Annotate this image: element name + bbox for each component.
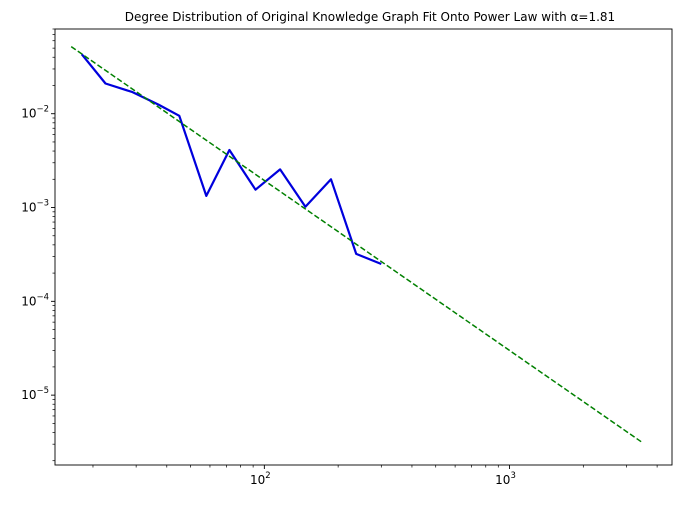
y-tick-label: 10−2 <box>21 105 49 121</box>
y-tick-label: 10−4 <box>21 292 49 308</box>
series-line-1 <box>80 53 382 266</box>
y-tick-label: 10−3 <box>21 199 49 215</box>
x-tick-label: 103 <box>495 471 516 487</box>
chart-title: Degree Distribution of Original Knowledg… <box>125 10 615 24</box>
y-tick-label: 10−5 <box>21 386 49 402</box>
plot-frame <box>54 28 673 466</box>
series-line-2 <box>70 45 644 444</box>
plot-area: 102 103 10−2 10−3 10−4 10−5 <box>21 28 673 487</box>
x-tick-label: 102 <box>250 471 271 487</box>
